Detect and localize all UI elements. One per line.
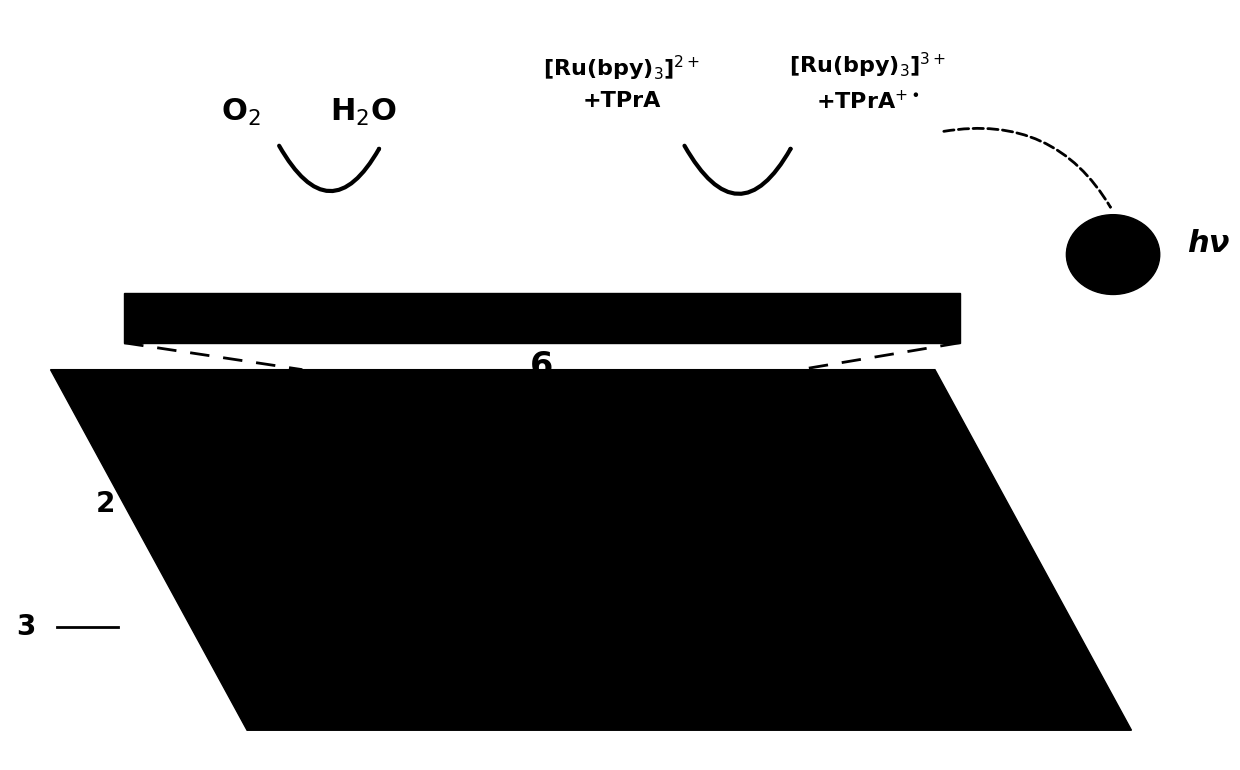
Ellipse shape: [1066, 215, 1159, 294]
Text: [Ru(bpy)$_3$]$^{3+}$
+TPrA$^{+\bullet}$: [Ru(bpy)$_3$]$^{3+}$ +TPrA$^{+\bullet}$: [789, 51, 946, 113]
Text: [Ru(bpy)$_3$]$^{2+}$
+TPrA: [Ru(bpy)$_3$]$^{2+}$ +TPrA: [543, 53, 701, 111]
Text: 1: 1: [182, 375, 201, 403]
Bar: [124, 293, 960, 343]
Text: 3: 3: [16, 613, 36, 641]
Polygon shape: [51, 370, 1131, 730]
FancyArrowPatch shape: [279, 146, 379, 191]
Text: hν: hν: [1187, 229, 1229, 257]
Text: H$_2$O: H$_2$O: [330, 97, 397, 128]
Text: 6: 6: [531, 350, 553, 383]
Text: 2: 2: [97, 490, 115, 518]
FancyArrowPatch shape: [684, 146, 791, 194]
Text: O$_2$: O$_2$: [221, 97, 260, 128]
FancyArrowPatch shape: [944, 129, 1110, 207]
